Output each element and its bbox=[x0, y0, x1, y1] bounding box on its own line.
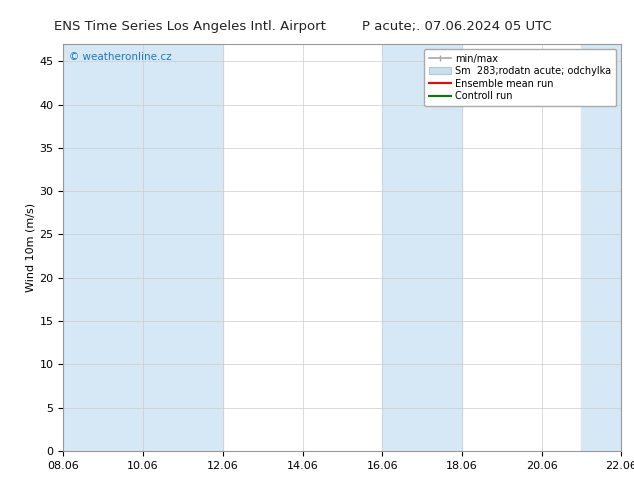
Bar bbox=[143, 44, 223, 451]
Text: ENS Time Series Los Angeles Intl. Airport: ENS Time Series Los Angeles Intl. Airpor… bbox=[55, 20, 326, 33]
Y-axis label: Wind 10m (m/s): Wind 10m (m/s) bbox=[25, 203, 36, 292]
Bar bbox=[382, 44, 462, 451]
Bar bbox=[63, 44, 143, 451]
Text: © weatheronline.cz: © weatheronline.cz bbox=[69, 52, 172, 62]
Bar bbox=[581, 44, 621, 451]
Text: P acute;. 07.06.2024 05 UTC: P acute;. 07.06.2024 05 UTC bbox=[361, 20, 552, 33]
Legend: min/max, Sm  283;rodatn acute; odchylka, Ensemble mean run, Controll run: min/max, Sm 283;rodatn acute; odchylka, … bbox=[424, 49, 616, 106]
